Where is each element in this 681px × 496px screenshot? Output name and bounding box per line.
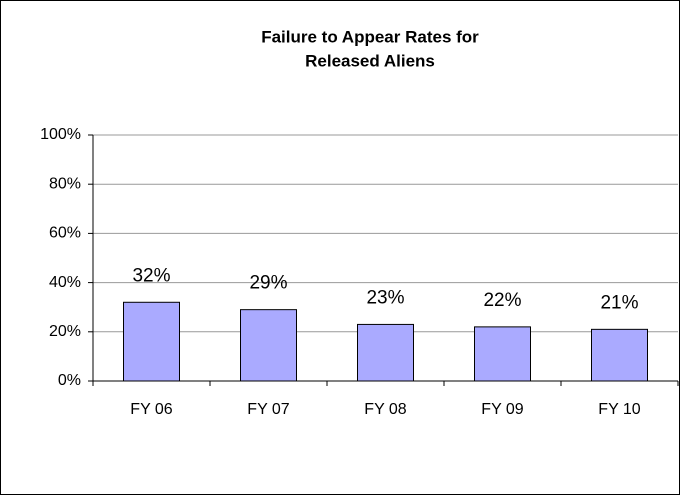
y-tick-label: 80% xyxy=(49,175,81,192)
chart-title: Failure to Appear Rates for xyxy=(261,27,479,46)
value-label: 32% xyxy=(132,265,170,286)
bar xyxy=(123,301,180,382)
value-label: 21% xyxy=(600,292,638,313)
x-tick-label: FY 06 xyxy=(130,401,173,418)
value-label: 23% xyxy=(366,287,404,308)
chart-title: Released Aliens xyxy=(305,51,435,70)
bar xyxy=(474,326,531,382)
bar xyxy=(357,323,414,382)
bar xyxy=(240,309,297,382)
y-tick-label: 60% xyxy=(49,225,81,242)
value-label: 29% xyxy=(249,273,287,294)
x-tick-label: FY 07 xyxy=(247,401,290,418)
y-tick-label: 100% xyxy=(40,126,81,143)
value-label: 22% xyxy=(483,290,521,311)
bar xyxy=(591,328,648,382)
y-tick-label: 20% xyxy=(49,323,81,340)
x-tick-label: FY 10 xyxy=(598,401,641,418)
x-tick-label: FY 09 xyxy=(481,401,524,418)
y-tick-label: 40% xyxy=(49,274,81,291)
y-tick-label: 0% xyxy=(58,372,81,389)
x-tick-label: FY 08 xyxy=(364,401,407,418)
